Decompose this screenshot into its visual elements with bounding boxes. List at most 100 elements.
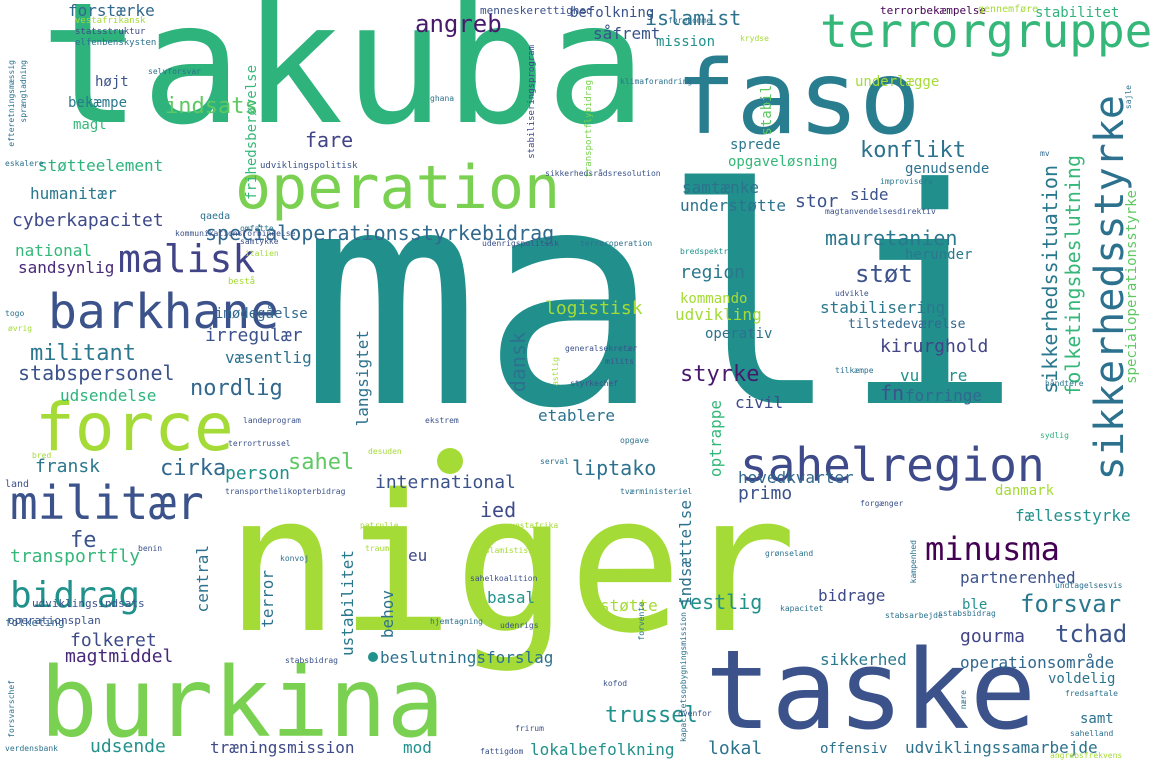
word: styrkechef <box>570 379 619 388</box>
word: forstærke <box>68 1 155 20</box>
word: hjemtagning <box>430 617 483 626</box>
word: ekstrem <box>425 416 459 425</box>
word: magtanvendelsesdirektiv <box>825 207 936 216</box>
word: improvisere <box>880 177 933 186</box>
word: offensiv <box>820 741 888 757</box>
word: transportflybidrag <box>584 80 594 178</box>
word: milits <box>605 357 634 366</box>
word: frirum <box>515 724 544 733</box>
word: udviklingspolitisk <box>260 161 358 171</box>
word: sydlig <box>1040 431 1069 440</box>
word: sstabsbidrag <box>938 609 996 618</box>
word: krydse <box>740 34 769 43</box>
word: malisk <box>118 237 256 281</box>
word: stabiliseringsprogram <box>527 45 537 159</box>
word: folkeret <box>70 630 157 651</box>
word: udvikling <box>675 305 762 324</box>
word: landeprogram <box>243 416 301 425</box>
word: partnerenhed <box>960 568 1076 587</box>
word: klimaforandring <box>620 77 693 86</box>
word: befolkning <box>570 5 655 21</box>
dot <box>368 652 378 662</box>
word: herunder <box>905 247 973 263</box>
word: central <box>193 545 212 613</box>
word: lokalbefolkning <box>530 740 675 759</box>
word: civil <box>735 393 784 412</box>
word: behov <box>378 590 397 639</box>
word: konvoj <box>280 554 309 563</box>
word: sandsynlig <box>18 258 115 277</box>
word: person <box>225 463 291 484</box>
word: sikkerhedsrådsresolution <box>545 169 661 178</box>
word: sajle <box>1124 85 1133 110</box>
word: menneskerettighed <box>480 4 593 17</box>
word: sahel <box>288 450 355 475</box>
word: barkhane <box>48 284 280 340</box>
word: frihedsberøvelse <box>244 65 260 200</box>
word: stabspersonel <box>18 361 175 385</box>
word: italien <box>245 249 279 258</box>
word: vestlig <box>678 590 763 614</box>
word: såfremt <box>593 24 661 43</box>
word: elfenbenskysten <box>75 38 157 48</box>
word: sahelland <box>1070 729 1114 738</box>
word: fællesstyrke <box>1015 506 1131 525</box>
word: fransk <box>35 456 101 477</box>
word: land <box>5 479 30 490</box>
word: fredsaftale <box>1065 689 1118 698</box>
word: nære <box>959 690 968 710</box>
word: stabilitet <box>1035 5 1120 21</box>
word: samtykke <box>240 237 279 246</box>
dot <box>437 448 463 474</box>
word: togo <box>5 309 25 318</box>
word: forgænger <box>860 499 904 508</box>
word: håndtere <box>1045 379 1084 388</box>
word: undtagelsesvis <box>1055 581 1123 590</box>
word: mali <box>300 125 1023 474</box>
word: indsættelse <box>676 500 695 606</box>
word: statsstruktur <box>75 27 146 37</box>
word: verdensbank <box>5 744 58 753</box>
word: dansk <box>506 332 530 393</box>
word: genudsende <box>905 161 990 177</box>
word: lokal <box>708 738 763 759</box>
word: bidrage <box>818 586 886 605</box>
word: folketingsbeslutning <box>1061 155 1085 396</box>
word: ied <box>480 498 517 522</box>
word: stabilisering <box>820 298 946 317</box>
word: eu <box>408 546 428 565</box>
word: desuden <box>368 447 402 456</box>
word: kommando <box>680 291 748 307</box>
word: irregulær <box>205 325 303 346</box>
word: fn <box>880 381 905 405</box>
word: terrorgruppe <box>820 4 1153 58</box>
word: terrortrussel <box>228 439 291 448</box>
word: forringe <box>905 386 983 405</box>
word: forsvarschef <box>7 680 16 738</box>
word: takuba <box>40 0 647 162</box>
word: forsvar <box>1020 590 1122 618</box>
word: operationsområde <box>960 653 1115 672</box>
word: ustabilitet <box>338 550 357 656</box>
word: terrorbekæmpelse <box>880 4 986 17</box>
word: vestafrikansk <box>75 16 146 26</box>
word: udenrigspolitisk <box>482 239 560 248</box>
word: mission <box>656 34 716 50</box>
word: kampenhed <box>909 540 918 584</box>
word: basal <box>487 588 536 607</box>
word: beslutningsforslag <box>380 648 554 667</box>
word: samt <box>1080 711 1114 727</box>
word: patrulje <box>360 521 399 530</box>
word: militær <box>10 476 204 530</box>
word: træningsmission <box>210 738 355 757</box>
word: sprængladning <box>19 60 28 123</box>
word: gennemføre <box>978 4 1039 15</box>
word: væsentlig <box>225 348 312 367</box>
word: region <box>680 262 746 283</box>
word: faso <box>675 39 921 158</box>
word: konflikt <box>860 138 966 163</box>
word: islamist <box>645 6 742 30</box>
word: bestå <box>228 277 256 287</box>
word: forekomme <box>668 16 712 25</box>
word: transportfly <box>10 546 141 567</box>
